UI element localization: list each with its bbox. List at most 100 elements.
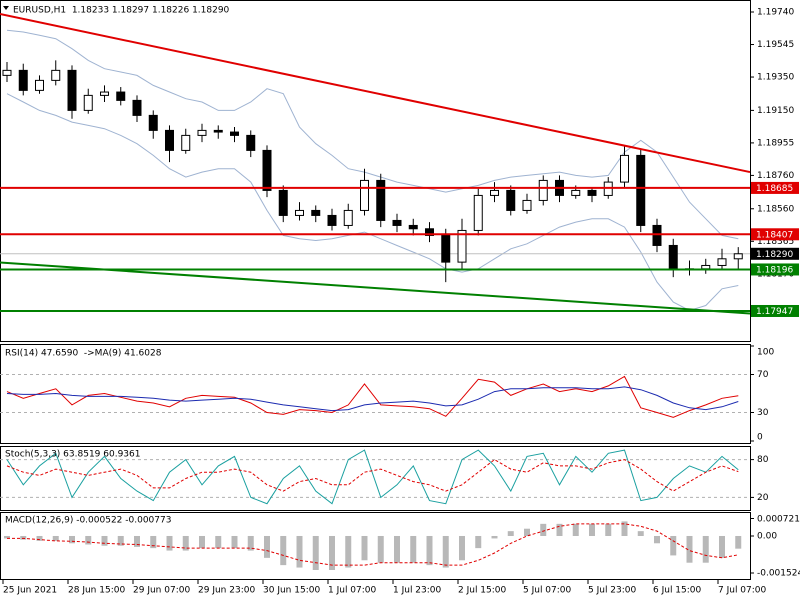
level-label: 1.18685 [756,184,793,194]
histogram-bar [426,535,433,566]
candle-body [278,189,288,216]
candle-body [441,234,451,263]
y-tick-label: 1.18365 [757,237,794,247]
histogram-bar [345,535,352,568]
histogram-bar [589,523,595,536]
histogram-bar [377,535,384,563]
histogram-bar [329,535,335,570]
indicator-line [6,458,739,492]
histogram-bar [231,535,238,549]
candle-body [376,179,386,221]
y-tick-label: 1.18955 [757,138,794,148]
y-tick-label: 1.18760 [757,171,794,181]
histogram-bar [150,535,157,549]
stoch-frame [0,446,751,511]
histogram-bar [247,535,254,551]
x-tick-label: 30 Jun 15:00 [263,586,320,596]
histogram-bar [20,535,27,540]
histogram-bar [69,535,75,544]
candle-body [587,189,597,196]
candle-body [408,224,418,230]
panel-title: Stoch(5,3,3) 63.8519 60.9361 [5,450,140,460]
histogram-bar [280,535,287,566]
y-tick-label: 1.19740 [757,8,794,18]
x-tick-label: 28 Jun 15:00 [68,586,125,596]
x-tick-label: 29 Jun 07:00 [133,586,190,596]
histogram-bar [312,535,319,570]
y-tick-label: 1.19545 [757,40,794,50]
candle-body [538,179,548,201]
signal-line [7,523,739,566]
y-tick-label: 80 [757,455,769,465]
histogram-bar [101,535,108,546]
candle-body [67,69,77,111]
candle-body [717,258,727,266]
candle-body [295,209,304,216]
y-tick-label: 0 [757,433,763,443]
y-tick-label: 1.18560 [757,204,794,214]
indicator-line [6,449,739,505]
current-price-box [751,247,799,260]
histogram-bar [410,535,417,563]
main-frame [0,0,751,342]
candle-body [132,99,142,116]
bollinger-band [6,93,739,312]
candle-body [18,69,28,91]
trendline [0,261,751,315]
y-tick-label: 20 [757,493,769,503]
x-tick-label: 2 Jul 15:00 [458,586,507,596]
x-tick-label: 25 Jun 2021 [3,586,57,596]
histogram-bar [36,535,43,541]
candle-body [35,79,44,91]
histogram-bar [507,531,514,536]
candle-body [668,244,678,270]
candle-body [620,154,629,183]
candle-body [392,219,402,226]
bollinger-band [6,29,739,240]
histogram-bar [702,535,709,563]
frames [0,0,751,580]
candle-body [343,209,353,226]
candle-body [425,228,434,236]
histogram-bar [735,535,742,549]
indicator-line [6,375,739,418]
candle-body [360,179,369,211]
candle-body [116,91,126,101]
histogram-bar [670,535,677,556]
candle-body [197,129,207,136]
y-tick-label: 1.19150 [757,106,794,116]
level-label: 1.18196 [756,265,793,275]
candle-body [506,189,516,211]
x-tick-label: 1 Jul 23:00 [393,586,442,596]
candle-body [490,189,499,196]
candle-body [571,189,581,196]
histogram-bar [556,523,563,536]
histogram-bar [166,535,173,551]
x-tick-label: 29 Jun 23:00 [198,586,255,596]
candle-body [83,94,93,111]
candle-body [246,134,256,151]
candle-body [181,134,191,151]
current-price-label: 1.18290 [756,250,793,260]
level-label: 1.18407 [756,230,793,240]
histogram-bar [524,528,530,536]
candle-body [165,129,174,151]
level-label-box [751,228,799,241]
candle-body [213,129,223,133]
histogram-bar [540,523,547,536]
y-tick-label: 0.00 [757,531,777,541]
rsi-frame [0,344,751,444]
x-tick-label: 6 Jul 15:00 [653,586,702,596]
panel-title: EURUSD,H1 1.18233 1.18297 1.18226 1.1829… [13,6,230,16]
histogram-bar [264,535,270,558]
histogram-bar [621,521,628,536]
menu-triangle [3,6,9,10]
histogram-bar [475,535,482,549]
y-tick-label: 30 [757,408,769,418]
histogram-bar [719,535,725,558]
candle-body [311,209,321,216]
panel-title: MACD(12,26,9) -0.000522 -0.000773 [5,516,171,526]
y-tick-label: 70 [757,370,769,380]
histogram-bar [215,535,222,549]
